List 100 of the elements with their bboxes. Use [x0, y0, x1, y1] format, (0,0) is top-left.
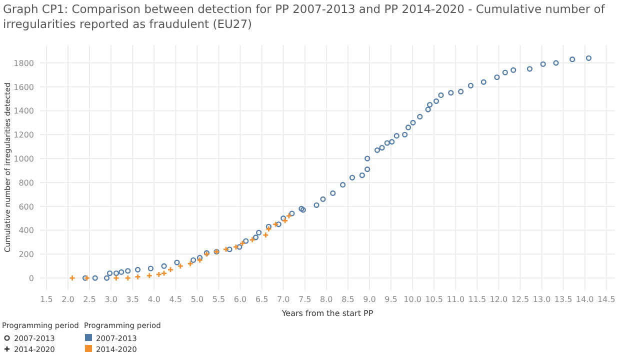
point [494, 74, 500, 80]
point [156, 271, 162, 278]
x-tick-label: 2.0 [62, 295, 74, 304]
y-tick-label: 200 [18, 250, 34, 260]
point [570, 56, 576, 62]
x-tick-label: 4.5 [169, 295, 182, 304]
point [134, 274, 141, 280]
point [417, 114, 423, 120]
point [330, 190, 336, 196]
x-tick-label: 5.0 [190, 295, 204, 304]
point [92, 275, 98, 281]
point [190, 257, 196, 263]
point [540, 61, 546, 67]
x-tick-label: 10.0 [404, 295, 422, 304]
y-tick-label: 1000 [14, 154, 34, 164]
point [236, 244, 242, 250]
point [167, 266, 174, 273]
point [113, 274, 120, 282]
point [480, 79, 486, 85]
x-tick-label: 14.0 [576, 295, 594, 304]
point [69, 274, 76, 282]
x-tick-label: 6.0 [234, 295, 247, 304]
point [286, 212, 292, 220]
x-tick-label: 11.0 [446, 295, 465, 304]
point [364, 166, 370, 172]
x-axis-title: Years from the start PP [280, 309, 374, 318]
point [340, 182, 346, 188]
x-tick-label: 12.5 [511, 295, 530, 304]
point [174, 260, 180, 266]
point [510, 67, 516, 73]
point [526, 66, 533, 72]
point [239, 240, 246, 247]
x-tick-label: 14.5 [597, 295, 616, 304]
point [349, 174, 356, 180]
point [243, 238, 249, 244]
point [272, 221, 279, 228]
x-tick-label: 6.5 [255, 295, 268, 304]
point [425, 106, 431, 112]
x-tick-label: 3.5 [126, 295, 139, 304]
point [232, 244, 240, 250]
point [359, 172, 365, 178]
point [384, 140, 390, 146]
y-tick-label: 1200 [14, 130, 34, 140]
point [249, 236, 256, 244]
y-tick-label: 400 [18, 226, 34, 236]
point [177, 262, 184, 270]
point [468, 82, 474, 88]
point [161, 263, 167, 269]
point [124, 274, 132, 282]
point [252, 234, 259, 240]
x-tick-label: 13.5 [554, 295, 572, 304]
x-tick-label: 7.0 [276, 295, 290, 304]
point [148, 266, 154, 272]
point [262, 232, 269, 238]
x-tick-label: 4.0 [148, 295, 161, 304]
x-tick-label: 7.5 [298, 295, 312, 304]
point [160, 270, 168, 276]
point [402, 132, 408, 138]
point [502, 70, 508, 76]
chart-title: Graph CP1: Comparison between detection for PP 2007-2013 and PP 2014-2020 - Cumulative number of irregularities reported as fraudulent (EU27) [3, 2, 606, 31]
y-tick-label: 0 [28, 274, 34, 284]
point [320, 196, 326, 202]
x-tick-label: 9.5 [384, 295, 398, 304]
point [266, 226, 272, 232]
x-tick-label: 12.0 [490, 295, 508, 304]
point [134, 266, 141, 272]
point [113, 270, 120, 276]
point [314, 202, 320, 208]
x-tick-label: 8.0 [320, 295, 333, 304]
x-tick-label: 3.0 [104, 295, 118, 304]
point [438, 92, 444, 98]
point [187, 260, 194, 267]
point [394, 133, 400, 139]
point [553, 60, 559, 66]
x-tick-label: 2.5 [83, 295, 96, 304]
point [426, 102, 433, 108]
y-tick-label: 1600 [14, 82, 34, 92]
y-tick-label: 1800 [14, 58, 34, 68]
y-tick-label: 600 [18, 202, 34, 212]
point [118, 269, 124, 275]
point [405, 124, 412, 130]
point [104, 275, 110, 281]
x-tick-label: 9.0 [363, 295, 376, 304]
point [389, 139, 395, 145]
point [433, 98, 440, 104]
x-tick-label: 1.5 [40, 295, 53, 304]
point [256, 230, 262, 236]
point [458, 88, 464, 94]
point [289, 210, 295, 216]
y-tick-label: 800 [18, 178, 34, 188]
point [106, 270, 113, 276]
point [222, 246, 230, 253]
point [276, 221, 282, 228]
point [586, 55, 592, 61]
point [364, 156, 370, 162]
point [282, 217, 288, 224]
y-tick-label: 1400 [14, 106, 34, 116]
x-tick-label: 8.5 [342, 295, 354, 304]
point [280, 215, 286, 222]
point [196, 256, 203, 264]
